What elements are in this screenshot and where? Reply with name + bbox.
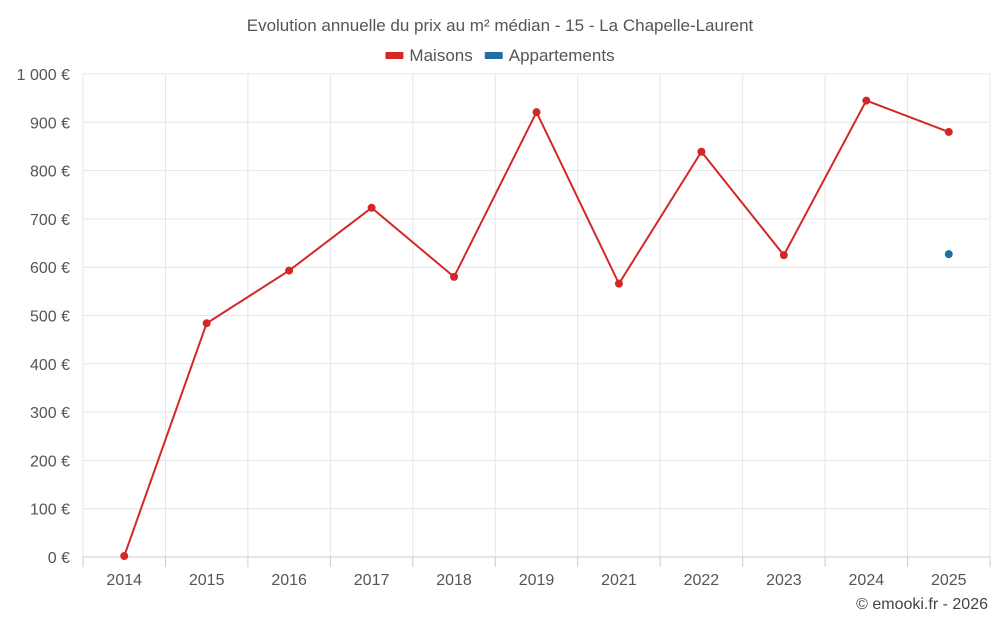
data-point-maisons [367,203,376,212]
data-point-maisons [944,127,953,136]
x-tick-label: 2019 [519,572,555,589]
legend[interactable]: Maisons Appartements [385,46,615,65]
y-tick-label: 800 € [30,164,70,181]
y-tick-label: 500 € [30,309,70,326]
x-tick-label: 2022 [684,572,720,589]
data-point-maisons [614,279,623,288]
legend-swatch-maisons [385,52,404,59]
x-tick-label: 2021 [601,572,637,589]
y-tick-label: 600 € [30,260,70,277]
chart-title: Evolution annuelle du prix au m² médian … [247,16,754,35]
legend-swatch-appartements [484,52,503,59]
y-tick-label: 400 € [30,357,70,374]
series-layer [120,96,953,561]
y-tick-label: 100 € [30,502,70,519]
x-tick-label: 2015 [189,572,225,589]
data-point-maisons [697,147,706,156]
y-tick-label: 200 € [30,453,70,470]
data-point-maisons [202,319,211,328]
data-point-appartements [944,250,953,259]
legend-label-maisons: Maisons [409,46,472,65]
x-tick-label: 2024 [849,572,885,589]
y-tick-label: 1 000 € [17,67,70,84]
credit-text: © emooki.fr - 2026 [856,596,988,613]
grid [82,73,991,557]
y-tick-label: 300 € [30,405,70,422]
x-tick-label: 2023 [766,572,802,589]
x-tick-label: 2025 [931,572,967,589]
legend-label-appartements: Appartements [509,46,615,65]
data-point-maisons [862,96,871,105]
data-point-maisons [532,108,541,117]
x-tick-label: 2014 [106,572,142,589]
data-point-maisons [779,251,788,260]
x-tick-label: 2016 [271,572,307,589]
x-tick-label: 2017 [354,572,390,589]
axes: 0 € 100 € 200 € 300 € 400 € 500 € 600 € 700 € 80… [17,67,991,589]
x-tick-label: 2018 [436,572,472,589]
y-tick-label: 0 € [48,550,70,567]
data-point-maisons [120,552,129,561]
y-tick-label: 700 € [30,212,70,229]
data-point-maisons [450,272,459,281]
y-tick-label: 900 € [30,115,70,132]
data-point-maisons [285,266,294,275]
